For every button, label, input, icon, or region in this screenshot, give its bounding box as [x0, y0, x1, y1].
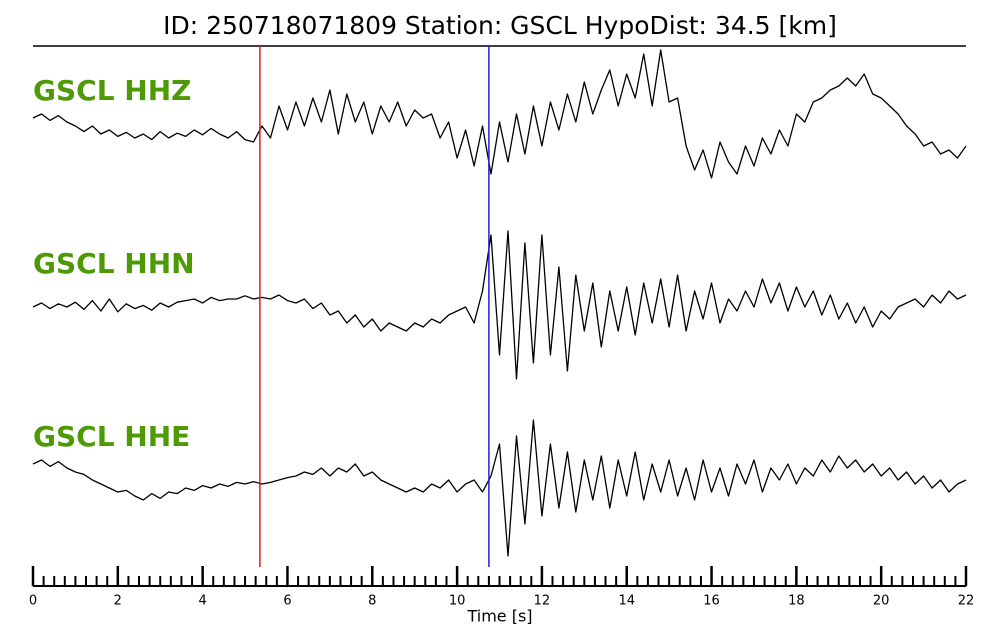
trace-label: GSCL HHE [33, 420, 190, 453]
trace-label: GSCL HHN [33, 247, 195, 280]
x-tick-label: 20 [873, 594, 890, 609]
x-tick-label: 0 [29, 594, 37, 609]
x-tick-label: 6 [283, 594, 291, 609]
waveform [32, 230, 967, 380]
x-tick-label: 12 [534, 594, 551, 609]
waveform [32, 419, 967, 557]
x-tick-label: 4 [198, 594, 206, 609]
waveform [32, 49, 967, 179]
x-axis-label: Time [s] [466, 607, 532, 626]
chart-title: ID: 250718071809 Station: GSCL HypoDist:… [163, 11, 837, 40]
x-tick-label: 16 [703, 594, 720, 609]
x-tick-label: 14 [618, 594, 635, 609]
x-tick-label: 8 [368, 594, 376, 609]
x-tick-label: 22 [958, 594, 975, 609]
x-tick-label: 10 [449, 594, 466, 609]
x-tick-label: 18 [788, 594, 805, 609]
x-tick-label: 2 [114, 594, 122, 609]
trace-label: GSCL HHZ [33, 74, 191, 107]
